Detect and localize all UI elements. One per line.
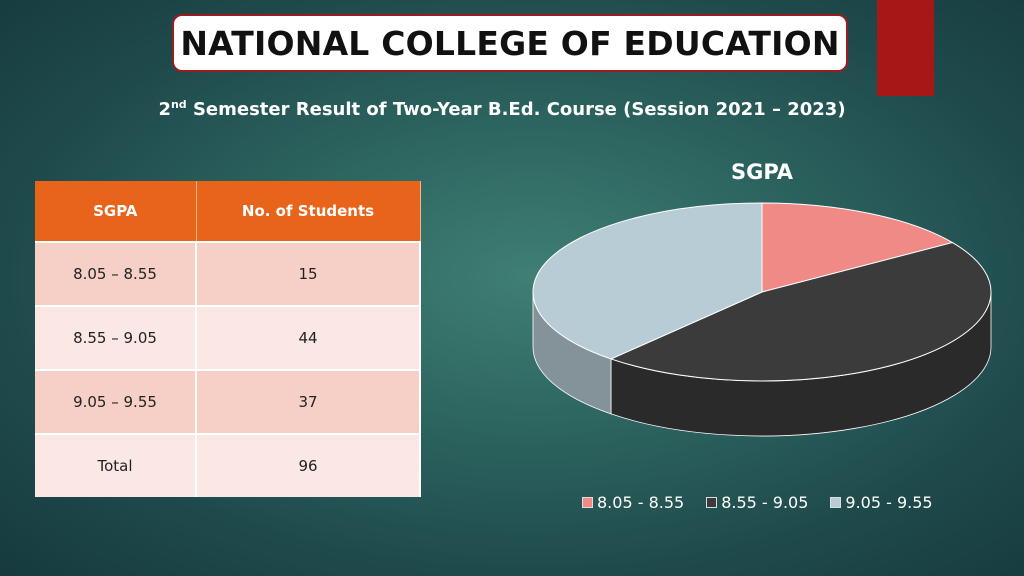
table-cell-total-label: Total xyxy=(35,433,197,497)
legend-label: 8.05 - 8.55 xyxy=(597,493,685,512)
subtitle-ordinal-suffix: nd xyxy=(170,98,187,111)
page-title: NATIONAL COLLEGE OF EDUCATION xyxy=(180,23,840,63)
result-table: SGPA No. of Students 8.05 – 8.55 15 8.55… xyxy=(35,181,421,497)
chart-title: SGPA xyxy=(730,160,794,184)
table-cell-sgpa: 8.55 – 9.05 xyxy=(35,305,197,370)
legend-swatch xyxy=(706,497,718,508)
legend-item: 8.55 - 9.05 xyxy=(706,493,808,512)
table-header-sgpa: SGPA xyxy=(35,181,197,242)
table-header-row: SGPA No. of Students xyxy=(35,181,421,242)
page-subtitle: 2nd Semester Result of Two-Year B.Ed. Co… xyxy=(0,98,1004,120)
table-header-students: No. of Students xyxy=(196,181,421,242)
subtitle-ordinal: 2 xyxy=(158,99,171,120)
title-box: NATIONAL COLLEGE OF EDUCATION xyxy=(172,14,848,72)
pie-slice-2 xyxy=(609,242,992,382)
legend-label: 9.05 - 9.55 xyxy=(845,493,933,512)
table-row-total: Total 96 xyxy=(35,433,421,497)
pie-chart xyxy=(532,202,992,437)
table-row: 8.55 – 9.05 44 xyxy=(35,305,421,370)
legend-swatch xyxy=(830,497,842,508)
table-cell-total-count: 96 xyxy=(196,433,421,497)
pie-slice-3 xyxy=(532,202,763,360)
subtitle-text: Semester Result of Two-Year B.Ed. Course… xyxy=(186,99,846,120)
red-accent-tab xyxy=(877,0,934,96)
table-cell-count: 37 xyxy=(196,369,421,434)
legend-label: 8.55 - 9.05 xyxy=(721,493,809,512)
chart-legend: 8.05 - 8.55 8.55 - 9.05 9.05 - 9.55 xyxy=(582,493,933,512)
table-cell-sgpa: 9.05 – 9.55 xyxy=(35,369,197,434)
table-cell-count: 15 xyxy=(196,241,421,306)
table-row: 9.05 – 9.55 37 xyxy=(35,369,421,434)
table-cell-sgpa: 8.05 – 8.55 xyxy=(35,241,197,306)
legend-item: 9.05 - 9.55 xyxy=(830,493,933,512)
legend-swatch xyxy=(582,497,593,508)
legend-item: 8.05 - 8.55 xyxy=(582,493,684,512)
pie-slice-1 xyxy=(761,202,954,293)
table-row: 8.05 – 8.55 15 xyxy=(35,241,421,306)
table-cell-count: 44 xyxy=(196,305,421,370)
